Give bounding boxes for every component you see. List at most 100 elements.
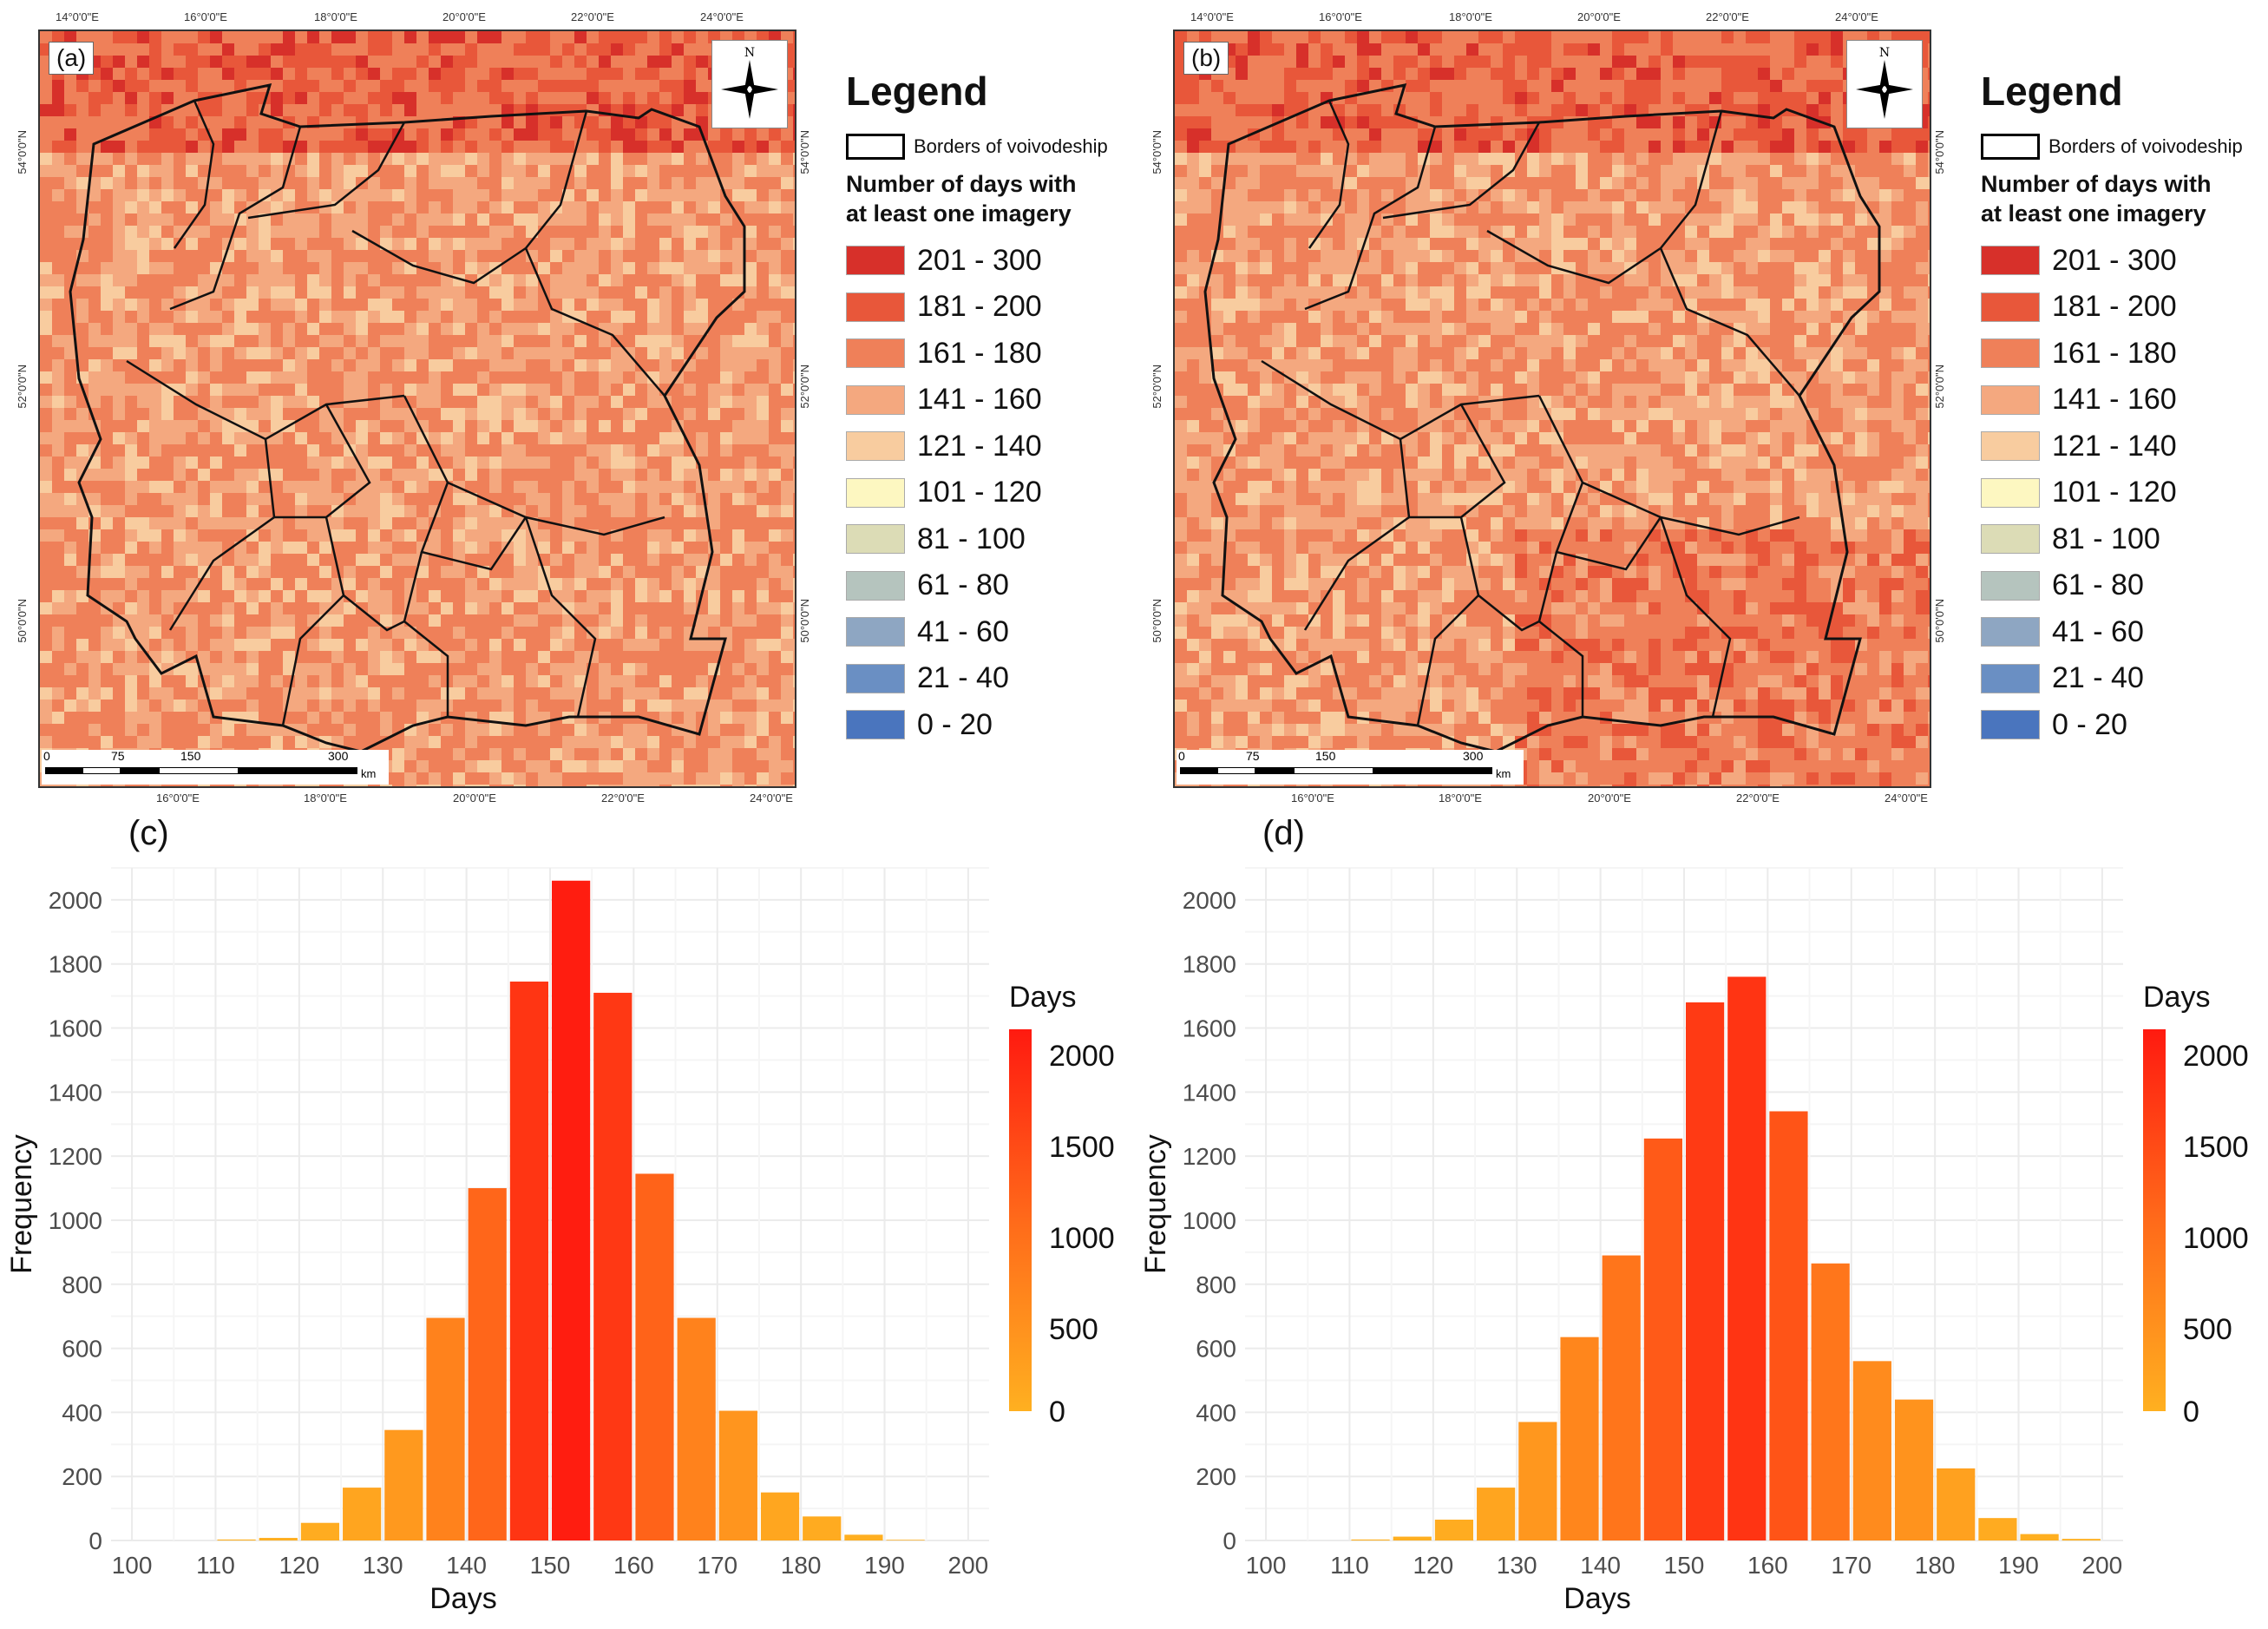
legend-class-item: 61 - 80 xyxy=(1981,562,2267,609)
legend-class-label: 41 - 60 xyxy=(2052,614,2144,648)
histogram-bar xyxy=(1477,1488,1516,1540)
legend-class-label: 141 - 160 xyxy=(2052,383,2177,417)
x-axis-title: Days xyxy=(1563,1582,1630,1615)
top-tick: 14°0'0"E xyxy=(1190,10,1234,23)
panel-tag: (c) xyxy=(128,814,169,852)
color-legend: Days 2000 1500 1000 500 0 xyxy=(1009,981,1131,1429)
histogram-chart: 0 200 400 600 800 1000 1200 1400 1600 1800 2000 100… xyxy=(1139,867,2123,1615)
north-arrow-icon: N xyxy=(721,46,778,119)
panel-tag: (b) xyxy=(1183,42,1229,75)
bottom-tick: 18°0'0"E xyxy=(1439,792,1482,805)
color-legend: Days 2000 1500 1000 500 0 xyxy=(2143,981,2265,1429)
legend-class-item: 141 - 160 xyxy=(1981,377,2267,424)
legend-class-label: 201 - 300 xyxy=(2052,243,2177,277)
side-tick-left: 52°0'0"N xyxy=(16,365,29,409)
legend-class-swatch xyxy=(1981,663,2040,693)
legend-class-label: 141 - 160 xyxy=(917,383,1042,417)
y-tick-label: 1400 xyxy=(1183,1079,1236,1106)
north-arrow: N xyxy=(711,40,788,128)
legend-class-item: 121 - 140 xyxy=(1981,424,2267,470)
top-tick: 24°0'0"E xyxy=(1835,10,1878,23)
legend-class-list: 201 - 300 181 - 200 161 - 180 141 - 160 121 … xyxy=(846,238,1132,749)
legend-subtitle: Number of days with at least one imagery xyxy=(846,170,1132,229)
histogram-bar xyxy=(1852,1361,1891,1540)
y-tick-label: 400 xyxy=(62,1399,102,1426)
histogram-bar xyxy=(1518,1422,1557,1540)
x-tick-label: 110 xyxy=(1330,1552,1369,1579)
histogram-bar xyxy=(718,1410,757,1540)
bottom-tick: 24°0'0"E xyxy=(750,792,793,805)
legend-class-swatch xyxy=(846,710,905,740)
voivodeship-border xyxy=(420,482,528,571)
legend-class-item: 101 - 120 xyxy=(846,470,1132,516)
legend-class-item: 0 - 20 xyxy=(846,702,1132,749)
voivodeship-border xyxy=(1303,438,1411,631)
x-tick-label: 120 xyxy=(279,1552,319,1579)
legend-class-swatch xyxy=(1981,431,2040,462)
legend-class-swatch xyxy=(1981,524,2040,555)
raster-cells xyxy=(1175,31,1930,786)
histogram-bar xyxy=(844,1534,883,1540)
histogram-bar xyxy=(1560,1337,1599,1540)
legend-class-swatch xyxy=(846,246,905,276)
legend-class-item: 181 - 200 xyxy=(1981,284,2267,331)
y-tick-label: 2000 xyxy=(1183,887,1236,914)
histogram-bar xyxy=(1811,1263,1850,1540)
histogram-bar xyxy=(426,1317,465,1540)
side-tick-right: 54°0'0"N xyxy=(798,130,811,174)
legend-border-entry: Borders of voivodeship xyxy=(846,134,1132,160)
y-tick-label: 2000 xyxy=(49,887,102,914)
legend-class-swatch xyxy=(846,663,905,693)
histogram-bar xyxy=(259,1538,298,1540)
y-axis-title: Frequency xyxy=(5,1134,38,1274)
bottom-tick: 16°0'0"E xyxy=(1291,792,1334,805)
legend-class-label: 61 - 80 xyxy=(2052,568,2144,602)
color-legend-tick: 1500 xyxy=(2183,1131,2249,1164)
legend-class-list: 201 - 300 181 - 200 161 - 180 141 - 160 121 … xyxy=(1981,238,2267,749)
legend-border-label: Borders of voivodeship xyxy=(2048,135,2243,157)
x-tick-label: 190 xyxy=(864,1552,905,1579)
side-tick-left: 52°0'0"N xyxy=(1150,365,1163,409)
legend-class-swatch xyxy=(1981,246,2040,276)
x-tick-label: 150 xyxy=(1664,1552,1705,1579)
color-legend-tick: 0 xyxy=(1049,1396,1065,1429)
histogram-bar xyxy=(593,992,633,1540)
country-border xyxy=(69,83,746,753)
legend-subtitle-line: Number of days with xyxy=(1981,171,2212,197)
map-legend: Legend Borders of voivodeship Number of … xyxy=(1981,68,2267,748)
y-tick-label: 600 xyxy=(62,1336,102,1363)
legend-border-entry: Borders of voivodeship xyxy=(1981,134,2267,160)
voivodeship-border xyxy=(1659,516,1732,718)
x-tick-label: 170 xyxy=(1831,1552,1871,1579)
voivodeship-border xyxy=(169,126,302,311)
scale-unit: km xyxy=(361,767,376,780)
x-tick-label: 180 xyxy=(781,1552,822,1579)
legend-subtitle-line: Number of days with xyxy=(846,171,1077,197)
legend-class-item: 41 - 60 xyxy=(1981,609,2267,656)
color-legend-title: Days xyxy=(1009,981,1077,1014)
y-tick-label: 1600 xyxy=(1183,1015,1236,1042)
color-legend-tick: 500 xyxy=(2183,1313,2232,1346)
top-tick: 24°0'0"E xyxy=(700,10,744,23)
scale-unit: km xyxy=(1496,767,1511,780)
histogram-bar xyxy=(552,880,591,1540)
legend-class-item: 161 - 180 xyxy=(846,331,1132,378)
side-tick-right: 54°0'0"N xyxy=(1933,130,1946,174)
x-tick-label: 110 xyxy=(196,1552,235,1579)
legend-class-swatch xyxy=(1981,570,2040,601)
x-tick-label: 130 xyxy=(1497,1552,1537,1579)
legend-class-swatch xyxy=(846,384,905,415)
legend-class-swatch xyxy=(846,524,905,555)
histogram-bar xyxy=(1434,1520,1474,1540)
raster-map xyxy=(1175,31,1930,786)
voivodeship-border xyxy=(1416,594,1479,726)
histogram-bar xyxy=(1602,1255,1641,1540)
x-tick-label: 200 xyxy=(948,1552,989,1579)
voivodeship-border xyxy=(1409,404,1506,519)
histogram-bar xyxy=(1769,1111,1808,1540)
legend-class-label: 0 - 20 xyxy=(917,707,993,741)
scale-label: 75 xyxy=(1246,750,1260,763)
histogram-bar xyxy=(760,1492,800,1540)
color-legend-tick: 2000 xyxy=(2183,1040,2249,1073)
country-border xyxy=(1203,83,1881,753)
